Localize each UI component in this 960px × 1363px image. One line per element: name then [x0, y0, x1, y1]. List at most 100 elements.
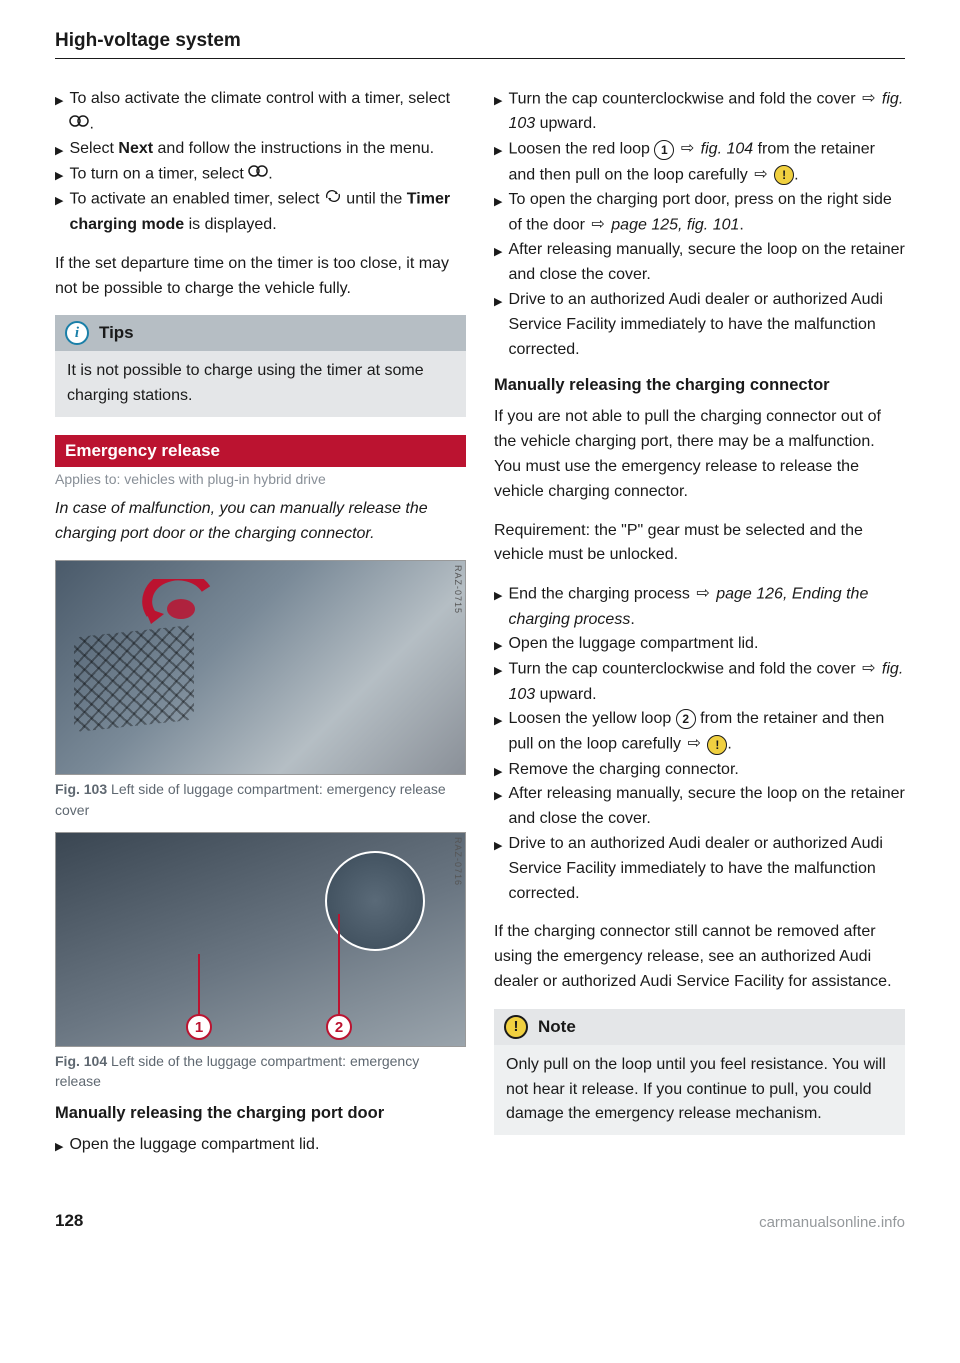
figure-103: RAZ-0715 Fig. 103 Left side of luggage c… — [55, 560, 466, 820]
list-item: ▶ After releasing manually, secure the l… — [494, 238, 905, 288]
paragraph: If the charging connector still cannot b… — [494, 920, 905, 994]
figure-image: RAZ-0715 — [55, 560, 466, 775]
bullet-text: Drive to an authorized Audi dealer or au… — [508, 832, 905, 906]
list-item: ▶ Turn the cap counterclockwise and fold… — [494, 657, 905, 707]
bullet-text: Drive to an authorized Audi dealer or au… — [508, 288, 905, 362]
bullet-marker-icon: ▶ — [494, 838, 502, 855]
list-item: ▶ To activate an enabled timer, select u… — [55, 187, 466, 237]
caution-icon: ! — [504, 1015, 528, 1039]
bullet-text: Loosen the yellow loop 2 from the retain… — [508, 707, 905, 757]
bullet-text: After releasing manually, secure the loo… — [508, 782, 905, 832]
list-item: ▶ Open the luggage compartment lid. — [494, 632, 905, 657]
number-1-icon: 1 — [654, 140, 674, 160]
bullet-marker-icon: ▶ — [494, 588, 502, 605]
bullet-marker-icon: ▶ — [494, 764, 502, 781]
bullet-text: Remove the charging connector. — [508, 758, 905, 783]
leader-line — [338, 914, 340, 1014]
image-code: RAZ-0716 — [453, 837, 463, 886]
bullet-text: To turn on a timer, select . — [69, 162, 466, 187]
bullet-text: Turn the cap counterclockwise and fold t… — [508, 87, 905, 137]
list-item: ▶ End the charging process ⇨ page 126, E… — [494, 582, 905, 632]
list-item: ▶ Remove the charging connector. — [494, 758, 905, 783]
tips-body: It is not possible to charge using the t… — [55, 351, 466, 417]
bullet-marker-icon: ▶ — [55, 143, 63, 160]
bullet-marker-icon: ▶ — [494, 93, 502, 110]
reference-arrow-icon: ⇨ — [591, 213, 604, 238]
bullet-text: To activate an enabled timer, select unt… — [69, 187, 466, 237]
marker-2: 2 — [326, 1014, 352, 1040]
figure-image: RAZ-0716 1 2 — [55, 832, 466, 1047]
tips-box: i Tips It is not possible to charge usin… — [55, 315, 466, 417]
list-item: ▶ After releasing manually, secure the l… — [494, 782, 905, 832]
footer-url: carmanualsonline.info — [759, 1214, 905, 1231]
two-column-layout: ▶ To also activate the climate control w… — [55, 87, 905, 1171]
bullet-text: End the charging process ⇨ page 126, End… — [508, 582, 905, 632]
sync-icon — [324, 187, 342, 212]
paragraph: If you are not able to pull the charging… — [494, 405, 905, 504]
tips-header: i Tips — [55, 315, 466, 351]
bullet-marker-icon: ▶ — [494, 244, 502, 261]
curved-arrow-icon — [136, 579, 216, 629]
info-icon: i — [65, 321, 89, 345]
bullet-text: Select Next and follow the instructions … — [69, 137, 466, 162]
bullet-text: To also activate the climate control wit… — [69, 87, 466, 137]
page-number: 128 — [55, 1211, 83, 1231]
bullet-text: After releasing manually, secure the loo… — [508, 238, 905, 288]
bullet-marker-icon: ▶ — [494, 713, 502, 730]
note-header: ! Note — [494, 1009, 905, 1045]
left-column: ▶ To also activate the climate control w… — [55, 87, 466, 1171]
page-footer: 128 carmanualsonline.info — [55, 1211, 905, 1231]
bullet-list: ▶ End the charging process ⇨ page 126, E… — [494, 582, 905, 906]
bullet-text: To open the charging port door, press on… — [508, 188, 905, 238]
subheading: Manually releasing the charging port doo… — [55, 1104, 466, 1123]
list-item: ▶ Turn the cap counterclockwise and fold… — [494, 87, 905, 137]
bullet-list: ▶ Turn the cap counterclockwise and fold… — [494, 87, 905, 362]
bullet-marker-icon: ▶ — [494, 294, 502, 311]
clock-icon — [248, 162, 268, 187]
bullet-text: Loosen the red loop 1 ⇨ fig. 104 from th… — [508, 137, 905, 188]
page-title: High-voltage system — [55, 30, 905, 59]
bullet-marker-icon: ▶ — [494, 663, 502, 680]
image-code: RAZ-0715 — [453, 565, 463, 614]
reference-arrow-icon: ⇨ — [687, 732, 700, 757]
warning-icon: ! — [707, 735, 727, 755]
list-item: ▶ To turn on a timer, select . — [55, 162, 466, 187]
reference-arrow-icon: ⇨ — [754, 163, 767, 188]
leader-line — [198, 954, 200, 1014]
reference-arrow-icon: ⇨ — [862, 657, 875, 682]
bullet-marker-icon: ▶ — [494, 638, 502, 655]
bullet-marker-icon: ▶ — [494, 194, 502, 211]
bullet-marker-icon: ▶ — [494, 143, 502, 160]
clock-icon — [69, 112, 89, 137]
warning-icon: ! — [774, 165, 794, 185]
bullet-text: Turn the cap counterclockwise and fold t… — [508, 657, 905, 707]
note-title: Note — [538, 1017, 576, 1037]
bullet-marker-icon: ▶ — [494, 788, 502, 805]
figure-caption: Fig. 103 Left side of luggage compartmen… — [55, 779, 466, 820]
marker-1: 1 — [186, 1014, 212, 1040]
inset-circle — [325, 851, 425, 951]
tips-title: Tips — [99, 323, 134, 343]
bullet-text: Open the luggage compartment lid. — [69, 1133, 466, 1158]
applies-to-text: Applies to: vehicles with plug-in hybrid… — [55, 471, 466, 487]
bullet-marker-icon: ▶ — [55, 193, 63, 210]
net-pattern — [74, 625, 194, 733]
bullet-marker-icon: ▶ — [55, 168, 63, 185]
list-item: ▶ Loosen the red loop 1 ⇨ fig. 104 from … — [494, 137, 905, 188]
right-column: ▶ Turn the cap counterclockwise and fold… — [494, 87, 905, 1171]
list-item: ▶ Drive to an authorized Audi dealer or … — [494, 832, 905, 906]
bullet-marker-icon: ▶ — [55, 1139, 63, 1156]
list-item: ▶ Select Next and follow the instruction… — [55, 137, 466, 162]
bullet-list: ▶ Open the luggage compartment lid. — [55, 1133, 466, 1158]
bullet-text: Open the luggage compartment lid. — [508, 632, 905, 657]
figure-104: RAZ-0716 1 2 Fig. 104 Left side of the l… — [55, 832, 466, 1092]
section-heading: Emergency release — [55, 435, 466, 467]
reference-arrow-icon: ⇨ — [681, 137, 694, 162]
list-item: ▶ Drive to an authorized Audi dealer or … — [494, 288, 905, 362]
reference-arrow-icon: ⇨ — [862, 87, 875, 112]
note-body: Only pull on the loop until you feel res… — [494, 1045, 905, 1135]
list-item: ▶ To open the charging port door, press … — [494, 188, 905, 238]
subheading: Manually releasing the charging connecto… — [494, 376, 905, 395]
list-item: ▶ Loosen the yellow loop 2 from the reta… — [494, 707, 905, 757]
bullet-marker-icon: ▶ — [55, 93, 63, 110]
